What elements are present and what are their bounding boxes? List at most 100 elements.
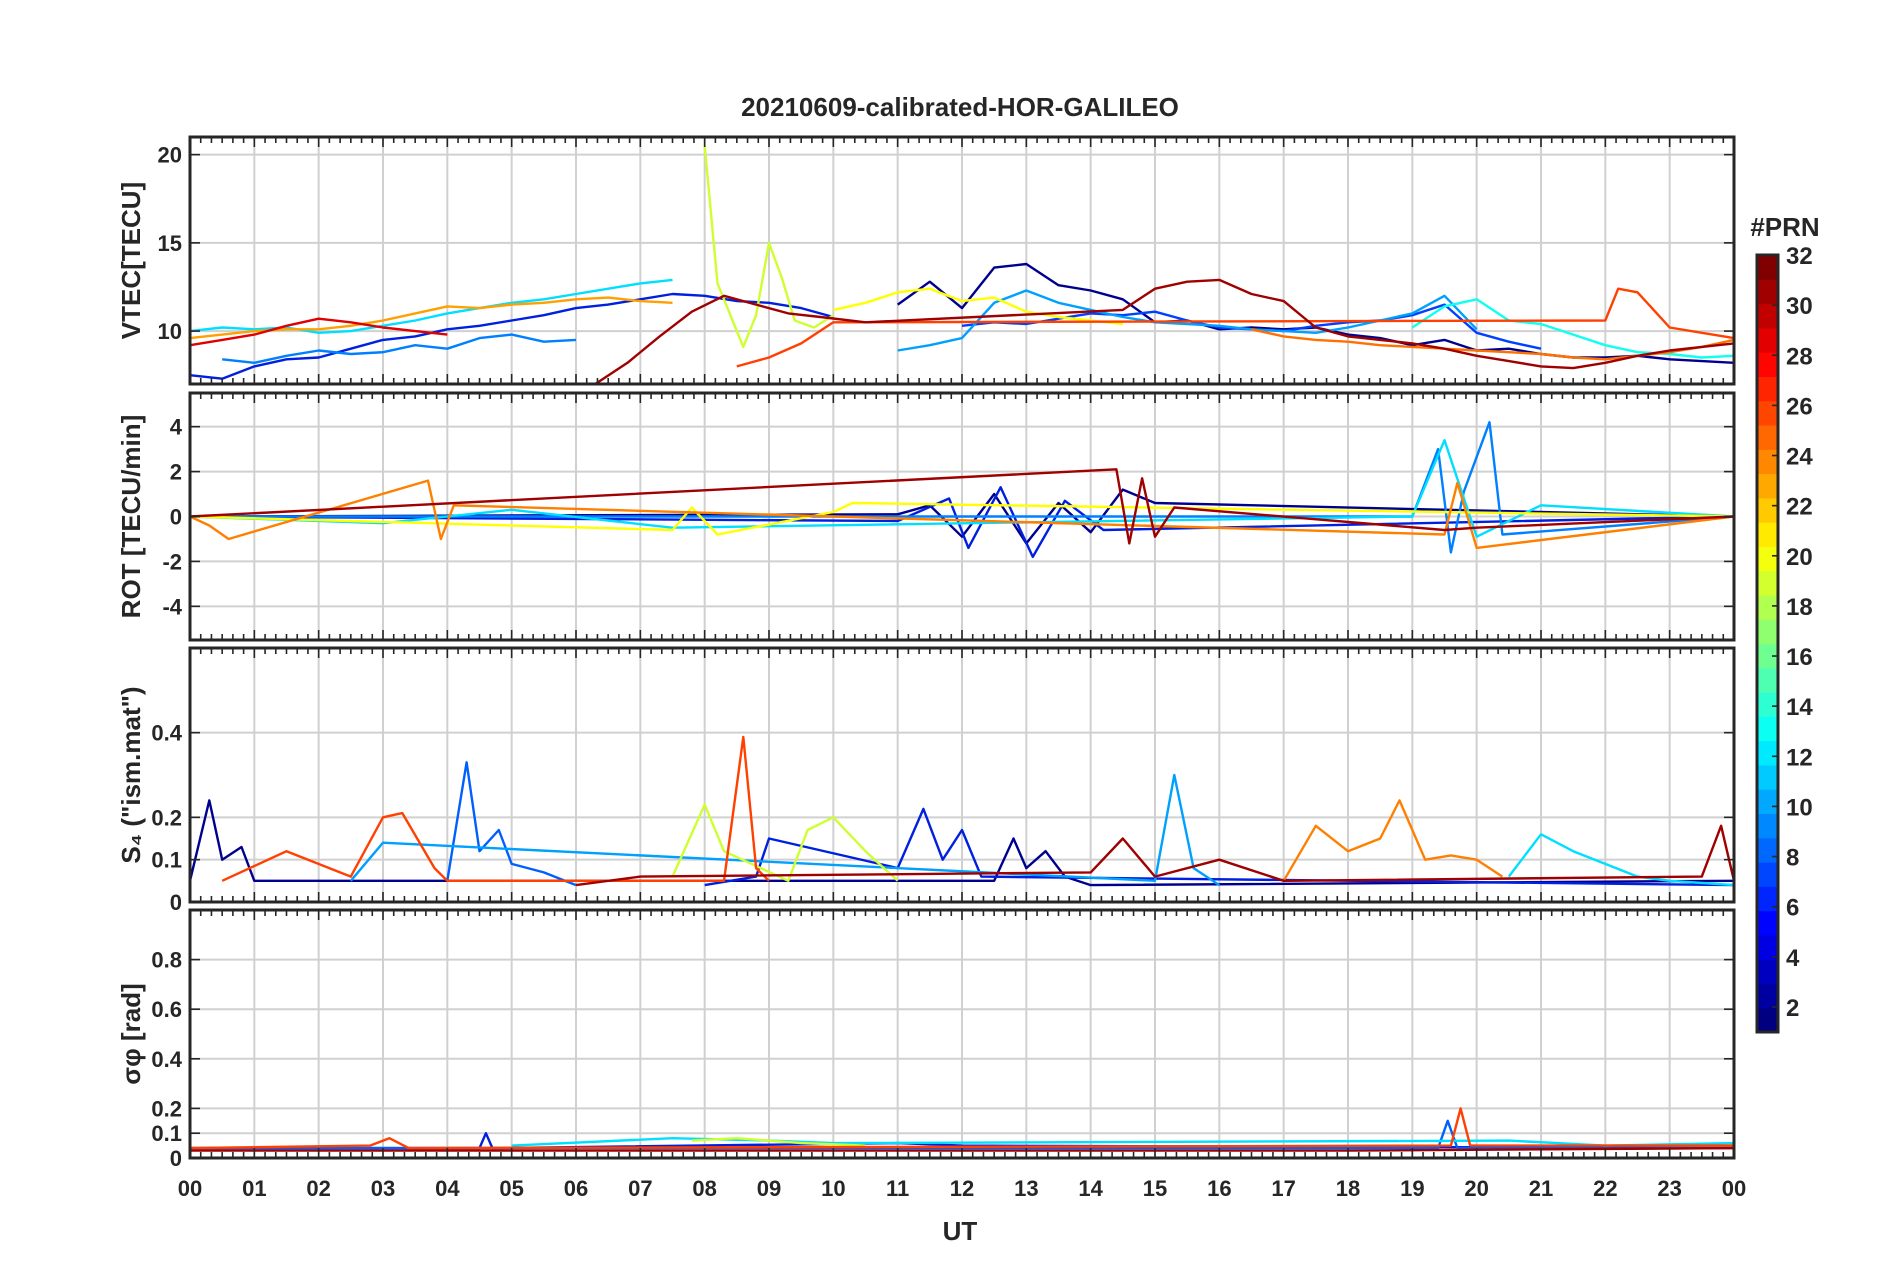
y-tick-label: 0.1 [151,1121,182,1146]
y-tick-label: -2 [162,549,182,574]
x-tick-label: 14 [1078,1176,1103,1201]
x-tick-label: 06 [564,1176,588,1201]
colorbar-segment [1757,400,1778,426]
y-tick-label: 0 [170,505,182,530]
x-tick-label: 08 [692,1176,716,1201]
series-line-prn-19 [190,501,1734,536]
x-tick-label: 15 [1143,1176,1167,1201]
y-axis-label: σφ [rad] [116,983,146,1084]
colorbar-tick-label: 18 [1786,594,1813,621]
colorbar-segment [1757,692,1778,717]
x-tick-label: 17 [1271,1176,1295,1201]
y-tick-label: 4 [170,415,183,440]
x-tick-label: 23 [1657,1176,1681,1201]
plot-frame [188,135,1736,386]
colorbar-segment [1757,764,1778,790]
colorbar-label: #PRN [1750,212,1819,242]
colorbar-segment [1757,546,1778,572]
y-axis-label: VTEC[TECU] [116,182,146,339]
colorbar-tick-label: 2 [1786,995,1799,1022]
colorbar-tick-label: 12 [1786,744,1813,771]
colorbar-segment [1757,789,1778,815]
series-line-prn-4 [704,807,1734,887]
x-tick-label: 22 [1593,1176,1617,1201]
series-line-prn-12 [190,439,1734,538]
colorbar-segment [1757,740,1778,766]
y-tick-label: 0.2 [151,805,182,830]
x-tick-label: 09 [757,1176,781,1201]
colorbar-segment [1757,886,1778,912]
x-tick-label: 13 [1014,1176,1038,1201]
series-line-prn-10 [349,773,1220,887]
x-tick-label: 04 [435,1176,460,1201]
y-tick-label: 10 [158,319,182,344]
series-line-prn-23 [190,479,1734,550]
y-axis-label: S₄ ("ism.mat") [116,686,146,863]
x-tick-label: 11 [886,1176,909,1201]
colorbar-segment [1757,449,1778,475]
y-tick-label: 0.4 [151,1047,182,1072]
series-line-prn-12 [1507,833,1734,887]
series-line-prn-23 [1282,799,1504,882]
x-tick-label: 00 [1722,1176,1746,1201]
series-line-prn-26 [736,287,1734,368]
colorbar-segment [1757,376,1778,402]
chart-title: 20210609-calibrated-HOR-GALILEO [741,92,1179,122]
x-tick-label: 10 [821,1176,845,1201]
x-tick-label: 00 [178,1176,202,1201]
y-tick-label: 0.8 [151,948,182,973]
colorbar-segment [1757,959,1778,985]
x-tick-label: 02 [306,1176,330,1201]
series-line-prn-26 [190,1107,1734,1150]
series-line-prn-20 [703,145,834,349]
colorbar-tick-label: 16 [1786,644,1813,671]
x-axis-label: UT [943,1216,978,1246]
x-tick-label: 21 [1529,1176,1553,1201]
x-tick-label: 18 [1336,1176,1360,1201]
series-group [190,735,1734,887]
colorbar-segment [1757,279,1778,305]
colorbar-tick-label: 14 [1786,694,1813,721]
colorbar-segment [1757,473,1778,499]
colorbar-segment [1757,255,1778,280]
x-tick-label: 19 [1400,1176,1424,1201]
colorbar-segment [1757,522,1778,547]
colorbar-segment [1757,424,1778,450]
colorbar-segment [1757,303,1778,329]
panel-rot: -4 -2 0 2 4 ROT [TECU/min] [116,391,1736,642]
colorbar-tick-label: 8 [1786,845,1799,872]
series-line-prn-12 [190,278,673,334]
colorbar-segment [1757,934,1778,960]
series-line-prn-20 [671,803,899,882]
colorbar-segment [1757,983,1778,1009]
colorbar-segment [1757,643,1778,669]
x-tick-label: 20 [1464,1176,1488,1201]
y-tick-label: 0.4 [151,721,182,746]
panel-vtec: 10 15 20 VTEC[TECU] [116,135,1736,386]
colorbar-segment [1757,813,1778,839]
series-group [190,421,1734,559]
plot-frame [188,646,1736,904]
colorbar-segment [1757,619,1778,645]
x-tick-label: 05 [499,1176,523,1201]
y-tick-label: 0 [170,890,182,915]
series-line-prn-31 [594,278,1734,384]
x-tick-label: 07 [628,1176,652,1201]
y-tick-label: 0.6 [151,997,182,1022]
colorbar-tick-label: 30 [1786,293,1813,320]
colorbar-tick-label: 24 [1786,444,1813,471]
y-tick-label: 0.1 [151,848,182,873]
series-line-prn-20 [691,1136,866,1147]
y-tick-label: 15 [158,231,182,256]
series-group [190,145,1734,384]
plot-frame [188,908,1736,1160]
panel-sigma: 00.10.2 0.4 0.6 0.8σφ [rad] [116,908,1736,1171]
colorbar-segment [1757,352,1778,378]
series-line-prn-26 [221,735,770,882]
colorbar-segment [1757,667,1778,693]
colorbar-segment [1757,497,1778,523]
colorbar-tick-label: 26 [1786,393,1813,420]
colorbar-segment [1757,862,1778,887]
series-line-prn-19 [833,287,1123,326]
